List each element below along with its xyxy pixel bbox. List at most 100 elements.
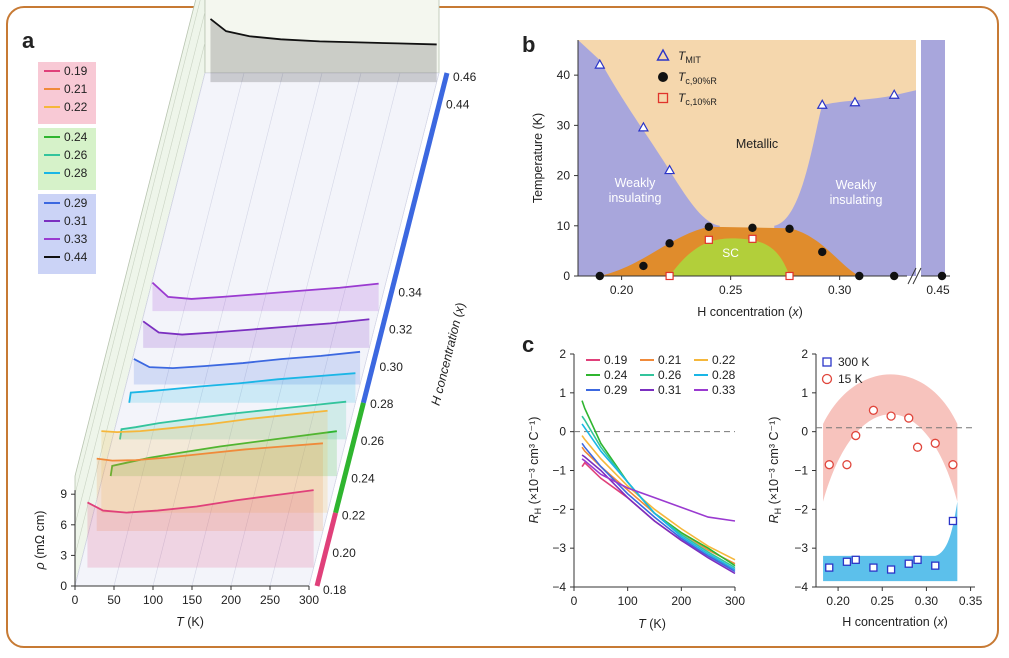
z-tick-label: 0.24	[351, 471, 375, 485]
point-tc-90	[937, 271, 947, 281]
point-300k	[869, 563, 878, 572]
legend-label: 15 K	[838, 372, 863, 386]
slice-line-0.24	[109, 430, 337, 477]
point-15k	[851, 430, 861, 441]
slice-line-0.44	[209, 18, 437, 46]
slice-line-0.31	[142, 318, 370, 336]
point-300k	[948, 516, 958, 526]
legend-label: 0.21	[64, 82, 88, 96]
slice-line-0.19	[87, 489, 314, 514]
region-label-weak-right: Weakly	[836, 178, 878, 192]
legend-label: 0.26	[658, 368, 682, 382]
z-tick-label: 0.20	[332, 546, 356, 560]
slice-fill-0.29	[133, 351, 361, 385]
series-line-0.22	[581, 435, 736, 561]
axis-break-mark	[907, 267, 917, 285]
floor-gridline	[230, 72, 362, 587]
panel-c-left-group: 2 1 0 −1 −2 −3 −4 0 100 200 300 T (K) RH (×10⁻³ cm³ …	[527, 347, 745, 631]
x-tick-label: 0.25	[871, 594, 895, 608]
y-tick-label: 1	[801, 386, 808, 400]
region-label-weak-left: Weakly	[615, 176, 657, 190]
point-tc-90	[665, 239, 674, 248]
point-300k	[913, 555, 922, 564]
series-line-0.26	[581, 415, 736, 569]
legend-label: 0.22	[64, 100, 88, 114]
point-300k	[931, 561, 940, 570]
legend-label: 0.28	[712, 368, 736, 382]
x-tick-label: 0.45	[926, 283, 950, 297]
point-tc-90	[639, 261, 648, 271]
legend-label: 0.24	[64, 130, 88, 144]
legend-label: 0.24	[604, 368, 628, 382]
legend-group-box	[38, 62, 96, 124]
x-tick-label: 300	[725, 594, 745, 608]
legend-label: 0.31	[658, 383, 682, 397]
x-tick-label: 0	[571, 594, 578, 608]
legend-label: 0.33	[64, 232, 88, 246]
point-15k	[824, 460, 834, 470]
point-300k	[825, 563, 834, 572]
point-tc-10	[785, 271, 794, 281]
point-tc-90	[748, 223, 757, 232]
x-tick-label: 100	[618, 594, 638, 608]
x-tick-label: 150	[182, 593, 202, 607]
y-tick-label: 30	[557, 118, 571, 132]
y-tick-label: −4	[552, 580, 566, 594]
z-tick-label: 0.44	[446, 97, 470, 111]
y-tick-label: 1	[559, 386, 566, 400]
region-label-weak-right: insulating	[830, 193, 883, 207]
x-tick-label: 0	[72, 593, 79, 607]
point-15k	[948, 460, 958, 470]
legend-label: 0.26	[64, 148, 88, 162]
legend-label: 300 K	[838, 355, 869, 369]
point-300k	[904, 559, 913, 568]
x-axis-title: H concentration (x)	[842, 615, 948, 629]
point-t-mit	[888, 89, 900, 99]
y-tick-label: 6	[60, 518, 67, 532]
legend-label: 0.19	[64, 64, 88, 78]
point-tc-90	[855, 271, 864, 281]
y-tick-label: −1	[552, 464, 566, 478]
z-tick-label: 0.28	[370, 397, 394, 411]
left-wall-gridline	[74, 0, 201, 495]
y-tick-label: −3	[794, 541, 808, 555]
legend-label: 0.33	[712, 383, 736, 397]
z-tick-label: 0.30	[380, 360, 404, 374]
y-tick-label: −4	[794, 580, 808, 594]
point-15k	[868, 405, 879, 415]
slice-line-0.22	[101, 409, 328, 434]
x-axis-title: T (K)	[176, 615, 204, 629]
x-tick-label: 200	[221, 593, 241, 607]
slice-fill-0.19	[87, 490, 314, 568]
y-tick-label: −2	[552, 502, 566, 516]
point-tc-90	[785, 224, 794, 233]
point-tc-10	[704, 235, 713, 244]
slice-fill-0.22	[101, 410, 328, 513]
z-tick-label: 0.34	[398, 285, 422, 299]
legend-marker-circle	[821, 373, 833, 385]
legend-label: 0.29	[604, 383, 628, 397]
panel-a-group: 0 50 100 150 200 250 300 0 3 6 9 T (K) ρ (mΩ cm) 0.18…	[33, 0, 477, 629]
point-t-mit	[664, 164, 676, 175]
point-t-mit	[816, 99, 828, 109]
x-tick-label: 0.20	[610, 283, 634, 297]
point-300k	[842, 557, 852, 566]
series-line-0.31	[581, 454, 736, 575]
y-tick-label: 10	[557, 219, 571, 233]
z-tick-label: 0.26	[361, 434, 385, 448]
band-15k	[823, 374, 958, 502]
point-tc-10	[748, 234, 757, 243]
x-axis-title: H concentration (x)	[697, 305, 803, 319]
legend-label: 0.44	[64, 250, 88, 264]
h-axis-band	[361, 72, 450, 404]
point-300k	[886, 565, 896, 574]
slice-line-0.28	[128, 372, 356, 403]
y-axis-title: ρ (mΩ cm)	[33, 511, 47, 571]
slice-fill-0.28	[129, 373, 356, 403]
panel-b-group: 0 10 20 30 40 0.20 0.25 0.30 0.45 H concentration…	[531, 40, 950, 319]
y-tick-label: −2	[794, 502, 808, 516]
point-tc-90	[704, 222, 714, 231]
series-line-0.21	[581, 446, 736, 565]
legend-label: 0.29	[64, 196, 88, 210]
slice-fill-0.24	[110, 431, 337, 477]
